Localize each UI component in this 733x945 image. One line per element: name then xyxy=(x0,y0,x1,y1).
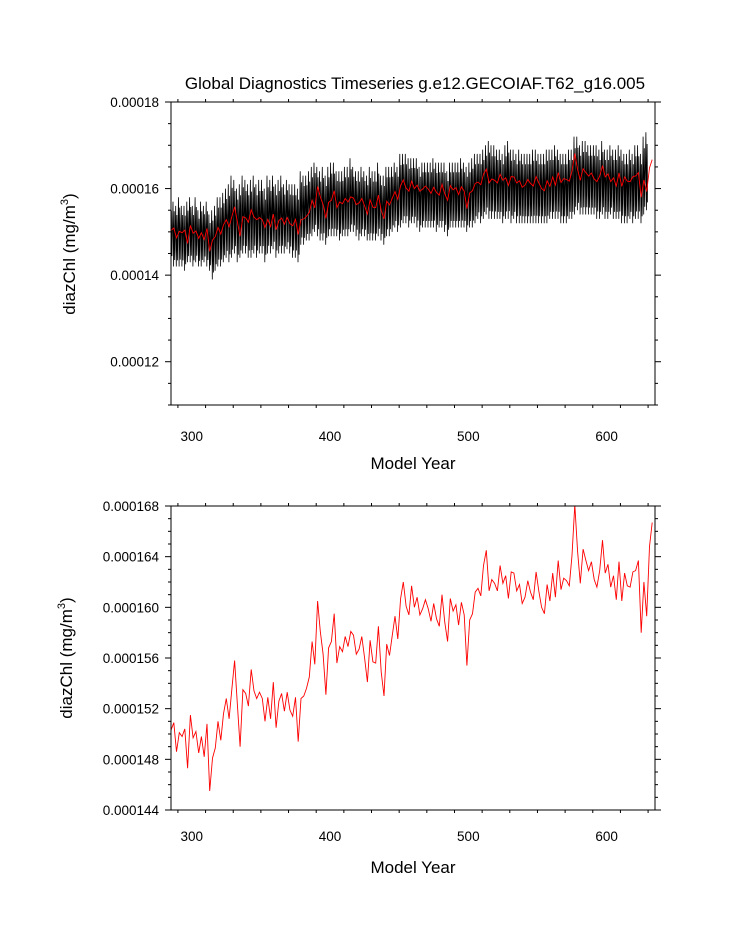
y-axis-label-sup: 3 xyxy=(56,603,68,609)
y-axis-label-text: diazChl (mg/m xyxy=(60,205,79,315)
x-tick-label: 500 xyxy=(457,829,480,844)
x-tick-label: 600 xyxy=(595,429,618,444)
x-tick-label: 400 xyxy=(319,429,342,444)
y-tick-label: 0.000160 xyxy=(103,600,159,615)
bottom-chart-panel: 300 400 500 600 0.000144 0.000148 0.000152 0.00… xyxy=(56,499,661,877)
x-axis-label: Model Year xyxy=(370,454,455,473)
chart-title: Global Diagnostics Timeseries g.e12.GECO… xyxy=(185,74,645,93)
y-axis-label-sup: 3 xyxy=(59,199,71,205)
y-axis-label-close: ) xyxy=(57,597,76,603)
y-tick-label: 0.000168 xyxy=(103,499,159,514)
x-tick-label: 500 xyxy=(457,429,480,444)
y-axis-label: diazChl (mg/m3) xyxy=(59,193,79,314)
y-tick-label: 0.00012 xyxy=(110,355,159,370)
y-tick-label: 0.00014 xyxy=(110,268,159,283)
x-tick-label: 600 xyxy=(595,829,618,844)
y-axis-label: diazChl (mg/m3) xyxy=(56,597,76,718)
annual-series-line xyxy=(171,153,653,252)
y-tick-label: 0.00016 xyxy=(110,182,159,197)
y-tick-label: 0.000156 xyxy=(103,651,159,666)
plot-frame xyxy=(170,505,656,811)
y-tick-label: 0.00018 xyxy=(110,95,159,110)
x-tick-label: 400 xyxy=(319,829,342,844)
y-axis-label-text: diazChl (mg/m xyxy=(57,609,76,719)
y-tick-label: 0.000164 xyxy=(103,550,160,565)
annual-series-line xyxy=(171,506,653,792)
top-chart-panel: Global Diagnostics Timeseries g.e12.GECO… xyxy=(59,74,661,473)
y-tick-label: 0.000144 xyxy=(103,803,160,818)
y-tick-label: 0.000148 xyxy=(103,752,159,767)
x-tick-label: 300 xyxy=(180,829,203,844)
plot-area xyxy=(171,132,653,280)
y-tick-label: 0.000152 xyxy=(103,702,159,717)
y-axis-label-close: ) xyxy=(60,193,79,199)
monthly-series-line xyxy=(171,132,648,280)
plot-area xyxy=(171,506,653,792)
x-axis-label: Model Year xyxy=(370,858,455,877)
x-tick-label: 300 xyxy=(180,429,203,444)
